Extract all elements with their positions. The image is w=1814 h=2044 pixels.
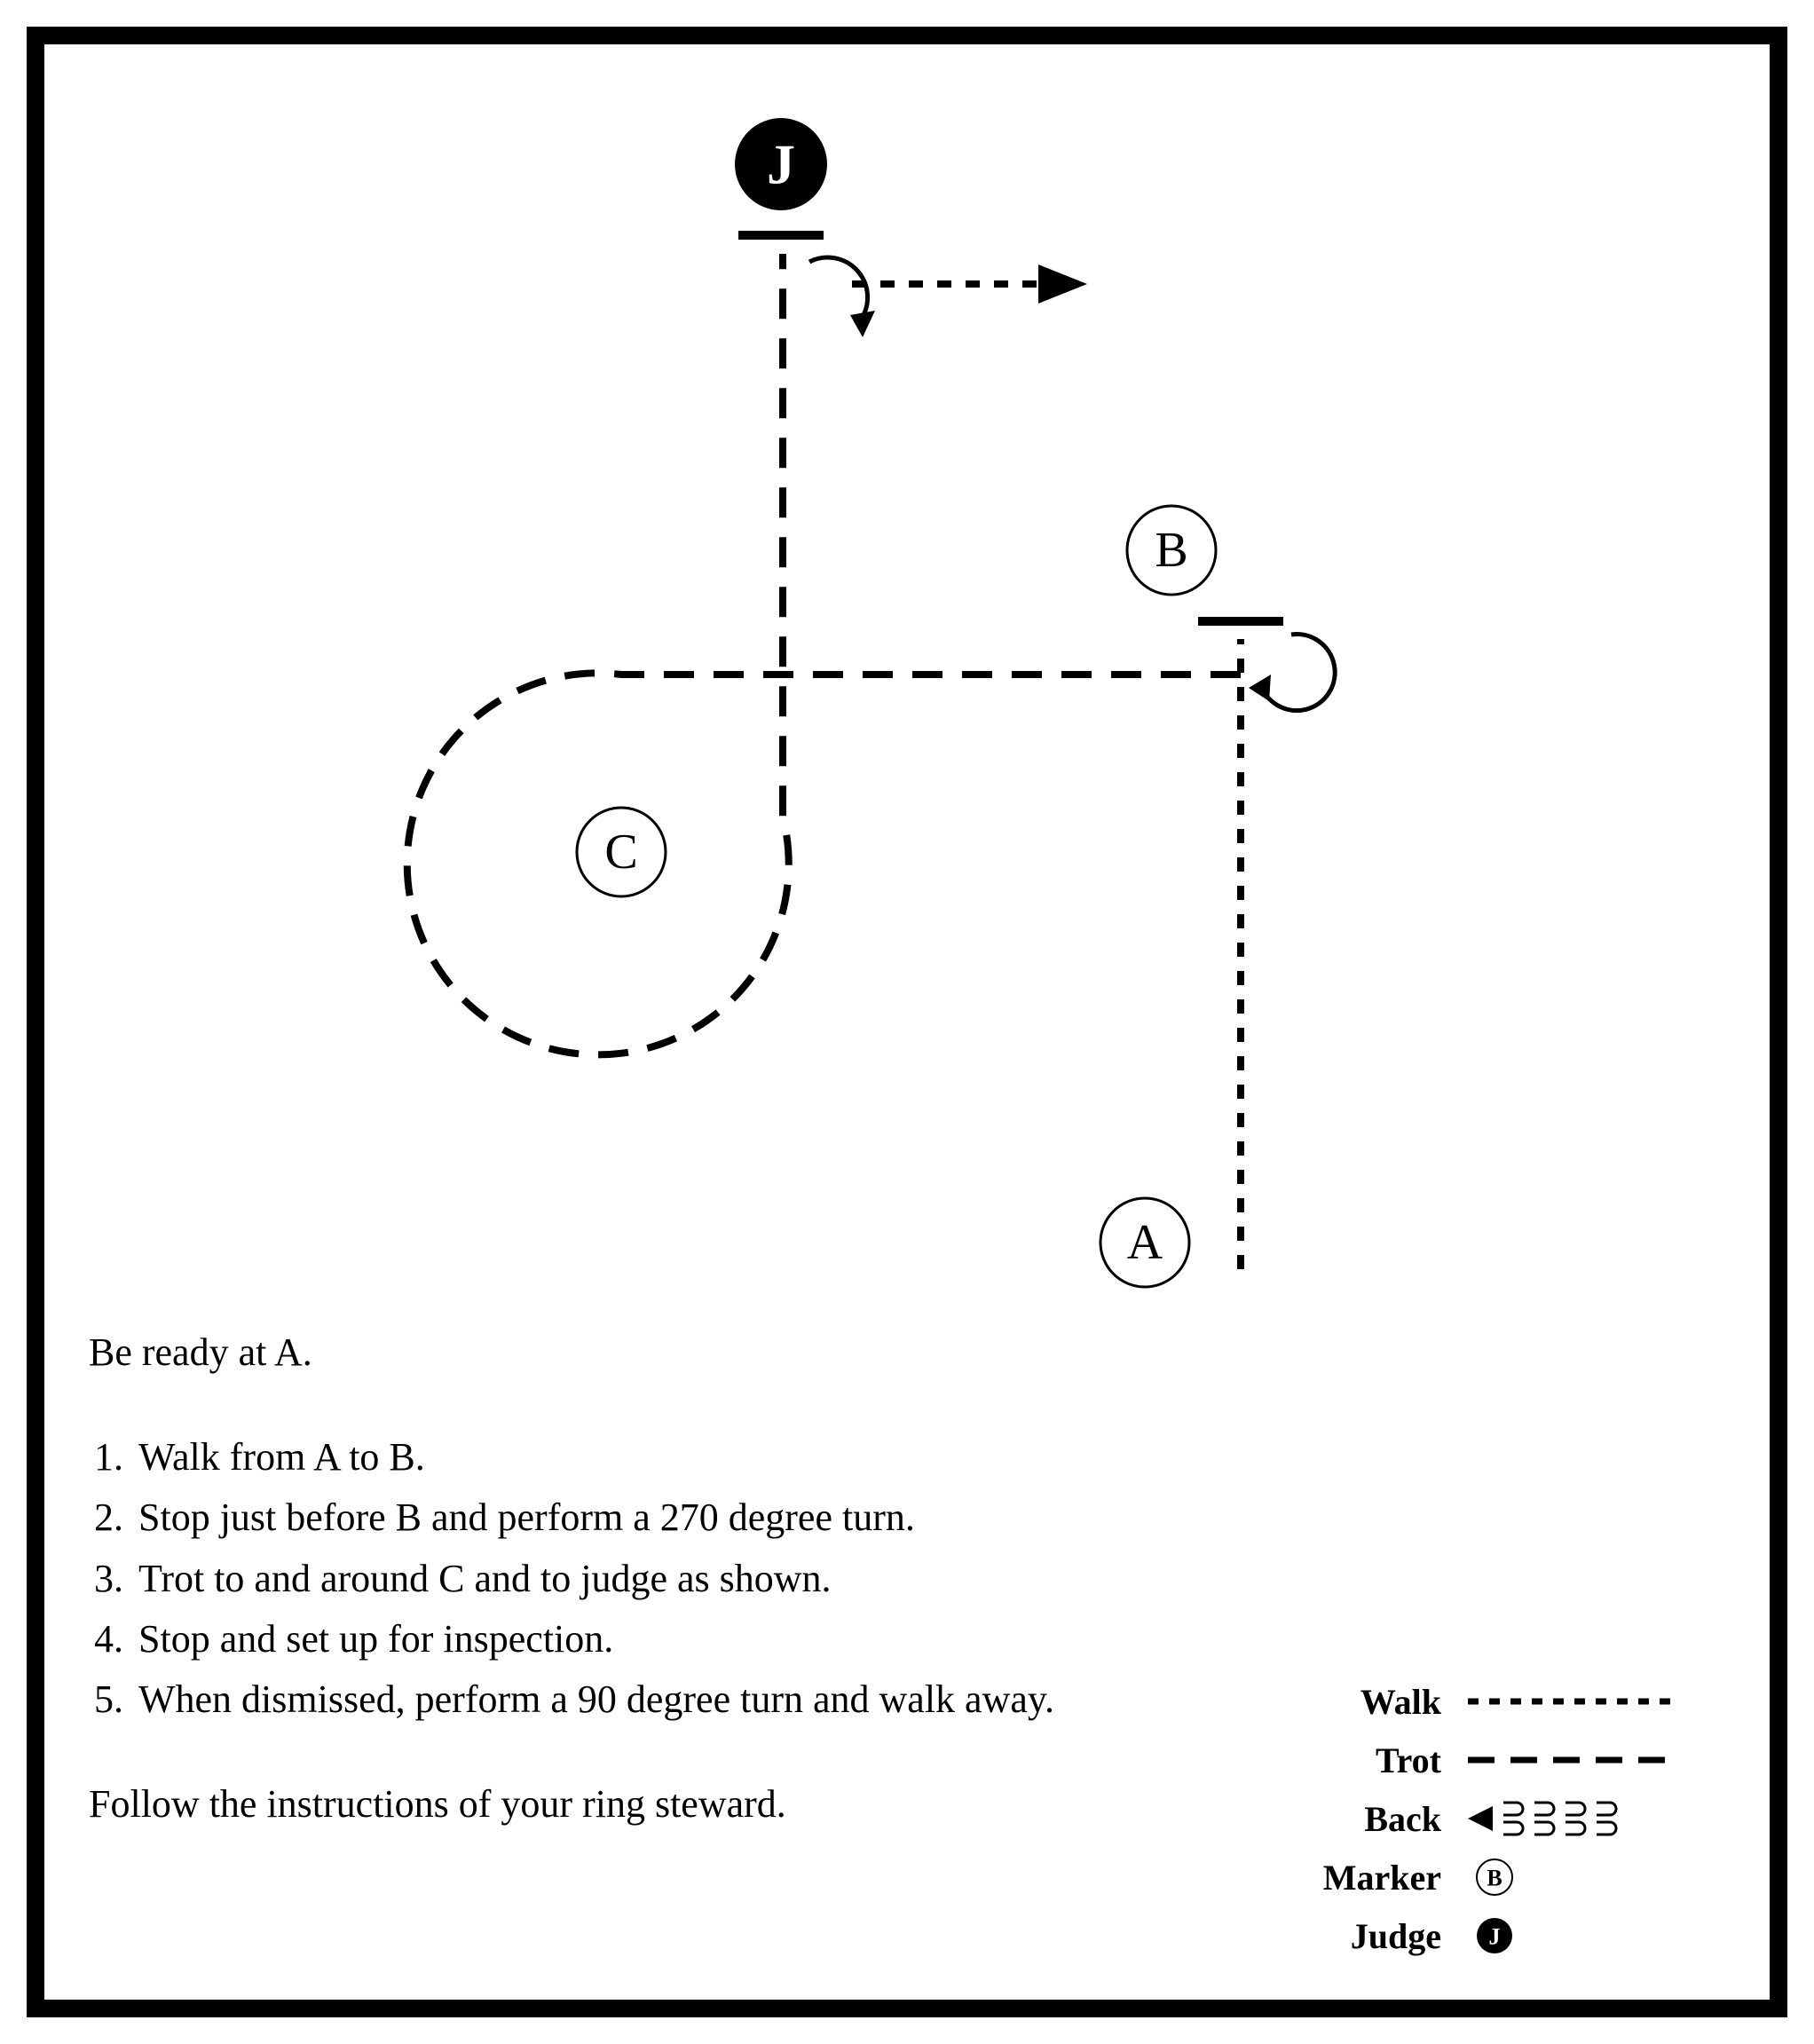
steps-list: Walk from A to B. Stop just before B and… bbox=[89, 1427, 1154, 1730]
exit-arrowhead-icon bbox=[1038, 264, 1087, 304]
legend-sym-trot bbox=[1468, 1739, 1699, 1781]
marker-a-label: A bbox=[1127, 1215, 1163, 1270]
back-track-icon bbox=[1468, 1797, 1681, 1840]
intro-text: Be ready at A. bbox=[89, 1322, 1154, 1383]
walk-dash-icon bbox=[1468, 1693, 1681, 1710]
turn-arrow-b bbox=[1260, 635, 1335, 711]
turn-arrow-b-head-icon bbox=[1249, 675, 1271, 701]
step-5: When dismissed, perform a 90 degree turn… bbox=[133, 1669, 1154, 1730]
legend-label-marker: Marker bbox=[1264, 1857, 1468, 1898]
trot-dash-icon bbox=[1468, 1751, 1681, 1769]
legend-label-trot: Trot bbox=[1264, 1740, 1468, 1781]
step-3: Trot to and around C and to judge as sho… bbox=[133, 1549, 1154, 1609]
page: A B C J Be ready at A. Walk from A to B.… bbox=[0, 0, 1814, 2044]
legend-sym-marker: B bbox=[1468, 1856, 1699, 1898]
legend-label-back: Back bbox=[1264, 1798, 1468, 1840]
legend-row-walk: Walk bbox=[1264, 1680, 1725, 1723]
marker-sample-icon: B bbox=[1468, 1856, 1521, 1898]
turn-arrow-j bbox=[809, 257, 868, 320]
marker-b-label: B bbox=[1155, 523, 1187, 578]
instructions-block: Be ready at A. Walk from A to B. Stop ju… bbox=[89, 1322, 1154, 1835]
legend-label-judge: Judge bbox=[1264, 1915, 1468, 1957]
judge-sample-icon: J bbox=[1468, 1914, 1521, 1957]
legend-row-trot: Trot bbox=[1264, 1739, 1725, 1781]
closing-text: Follow the instructions of your ring ste… bbox=[89, 1774, 1154, 1835]
turn-arrow-j-head-icon bbox=[850, 311, 875, 337]
legend-sym-judge: J bbox=[1468, 1914, 1699, 1957]
legend-judge-letter: J bbox=[1489, 1924, 1501, 1950]
legend-marker-letter: B bbox=[1487, 1866, 1502, 1891]
judge-marker-label: J bbox=[767, 133, 795, 196]
step-2: Stop just before B and perform a 270 deg… bbox=[133, 1488, 1154, 1548]
legend-row-marker: Marker B bbox=[1264, 1856, 1725, 1898]
step-4: Stop and set up for inspection. bbox=[133, 1609, 1154, 1669]
legend-row-back: Back bbox=[1264, 1797, 1725, 1840]
marker-c-label: C bbox=[604, 825, 637, 880]
trot-path-b-around-c-to-j bbox=[407, 254, 1241, 1054]
step-1: Walk from A to B. bbox=[133, 1427, 1154, 1488]
legend-row-judge: Judge J bbox=[1264, 1914, 1725, 1957]
legend-sym-back bbox=[1468, 1797, 1699, 1840]
legend: Walk Trot Back bbox=[1264, 1680, 1725, 1973]
legend-sym-walk bbox=[1468, 1680, 1699, 1723]
legend-label-walk: Walk bbox=[1264, 1681, 1468, 1723]
